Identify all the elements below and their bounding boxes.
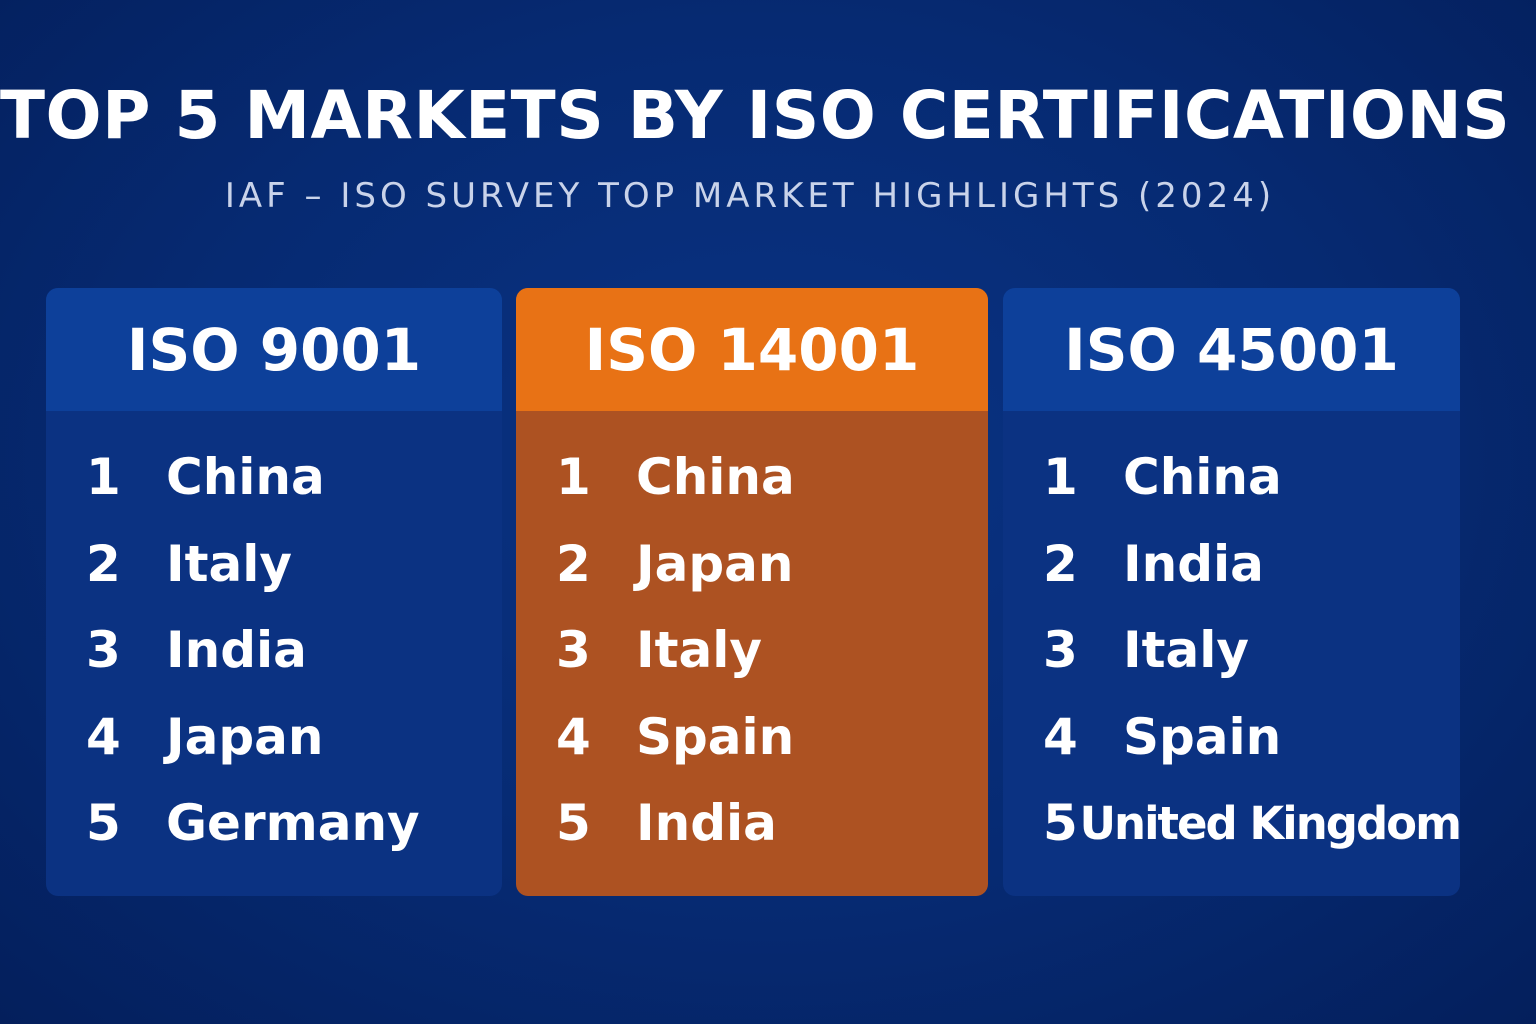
rank-number: 3 [86, 621, 121, 680]
list-item: 3 India [46, 607, 502, 694]
list-item: 2 India [1003, 521, 1460, 608]
country-name: China [636, 448, 795, 507]
country-name: India [636, 794, 777, 853]
list-item: 1 China [46, 434, 502, 521]
country-name: Italy [166, 534, 292, 593]
country-name: India [166, 621, 307, 680]
panel-iso-9001: ISO 9001 1 China 2 Italy 3 India 4 Japan… [46, 288, 502, 896]
list-item: 2 Italy [46, 521, 502, 608]
list-item: 5 Germany [46, 780, 502, 867]
list-item: 4 Spain [1003, 694, 1460, 781]
rank-number: 5 [556, 794, 591, 853]
rank-number: 3 [556, 621, 591, 680]
rank-number: 4 [1043, 707, 1078, 766]
rank-list: 1 China 2 India 3 Italy 4 Spain 5 United… [1003, 434, 1460, 867]
rank-list: 1 China 2 Italy 3 India 4 Japan 5 German… [46, 434, 502, 867]
panel-iso-14001: ISO 14001 1 China 2 Japan 3 Italy 4 Spai… [516, 288, 988, 896]
list-item: 2 Japan [516, 521, 988, 608]
list-item: 3 Italy [1003, 607, 1460, 694]
rank-number: 1 [86, 448, 121, 507]
country-name: India [1123, 534, 1264, 593]
list-item: 1 China [516, 434, 988, 521]
rank-number: 5 [1043, 794, 1078, 853]
rank-number: 1 [556, 448, 591, 507]
rank-list: 1 China 2 Japan 3 Italy 4 Spain 5 India [516, 434, 988, 867]
rank-number: 5 [86, 794, 121, 853]
country-name: Spain [636, 707, 795, 766]
list-item: 4 Spain [516, 694, 988, 781]
page-subtitle: IAF – ISO SURVEY TOP MARKET HIGHLIGHTS (… [224, 176, 1276, 216]
page-title: TOP 5 MARKETS BY ISO CERTIFICATIONS [0, 77, 1511, 154]
country-name: Japan [166, 707, 324, 766]
country-name: United Kingdom [1079, 796, 1460, 850]
rank-number: 4 [556, 707, 591, 766]
country-name: Italy [1123, 621, 1249, 680]
rank-number: 3 [1043, 621, 1078, 680]
list-item: 1 China [1003, 434, 1460, 521]
panel-header: ISO 9001 [46, 288, 502, 411]
list-item: 4 Japan [46, 694, 502, 781]
panel-header: ISO 14001 [516, 288, 988, 411]
rank-number: 2 [86, 534, 121, 593]
country-name: China [1123, 448, 1282, 507]
country-name: China [166, 448, 325, 507]
rank-number: 2 [556, 534, 591, 593]
list-item: 5 India [516, 780, 988, 867]
panel-header: ISO 45001 [1003, 288, 1460, 411]
country-name: Spain [1123, 707, 1282, 766]
rank-number: 4 [86, 707, 121, 766]
country-name: Italy [636, 621, 762, 680]
rank-number: 2 [1043, 534, 1078, 593]
panel-iso-45001: ISO 45001 1 China 2 India 3 Italy 4 Spai… [1003, 288, 1460, 896]
list-item: 3 Italy [516, 607, 988, 694]
rank-number: 1 [1043, 448, 1078, 507]
list-item: 5 United Kingdom [1003, 780, 1460, 867]
country-name: Japan [636, 534, 794, 593]
country-name: Germany [166, 794, 420, 853]
